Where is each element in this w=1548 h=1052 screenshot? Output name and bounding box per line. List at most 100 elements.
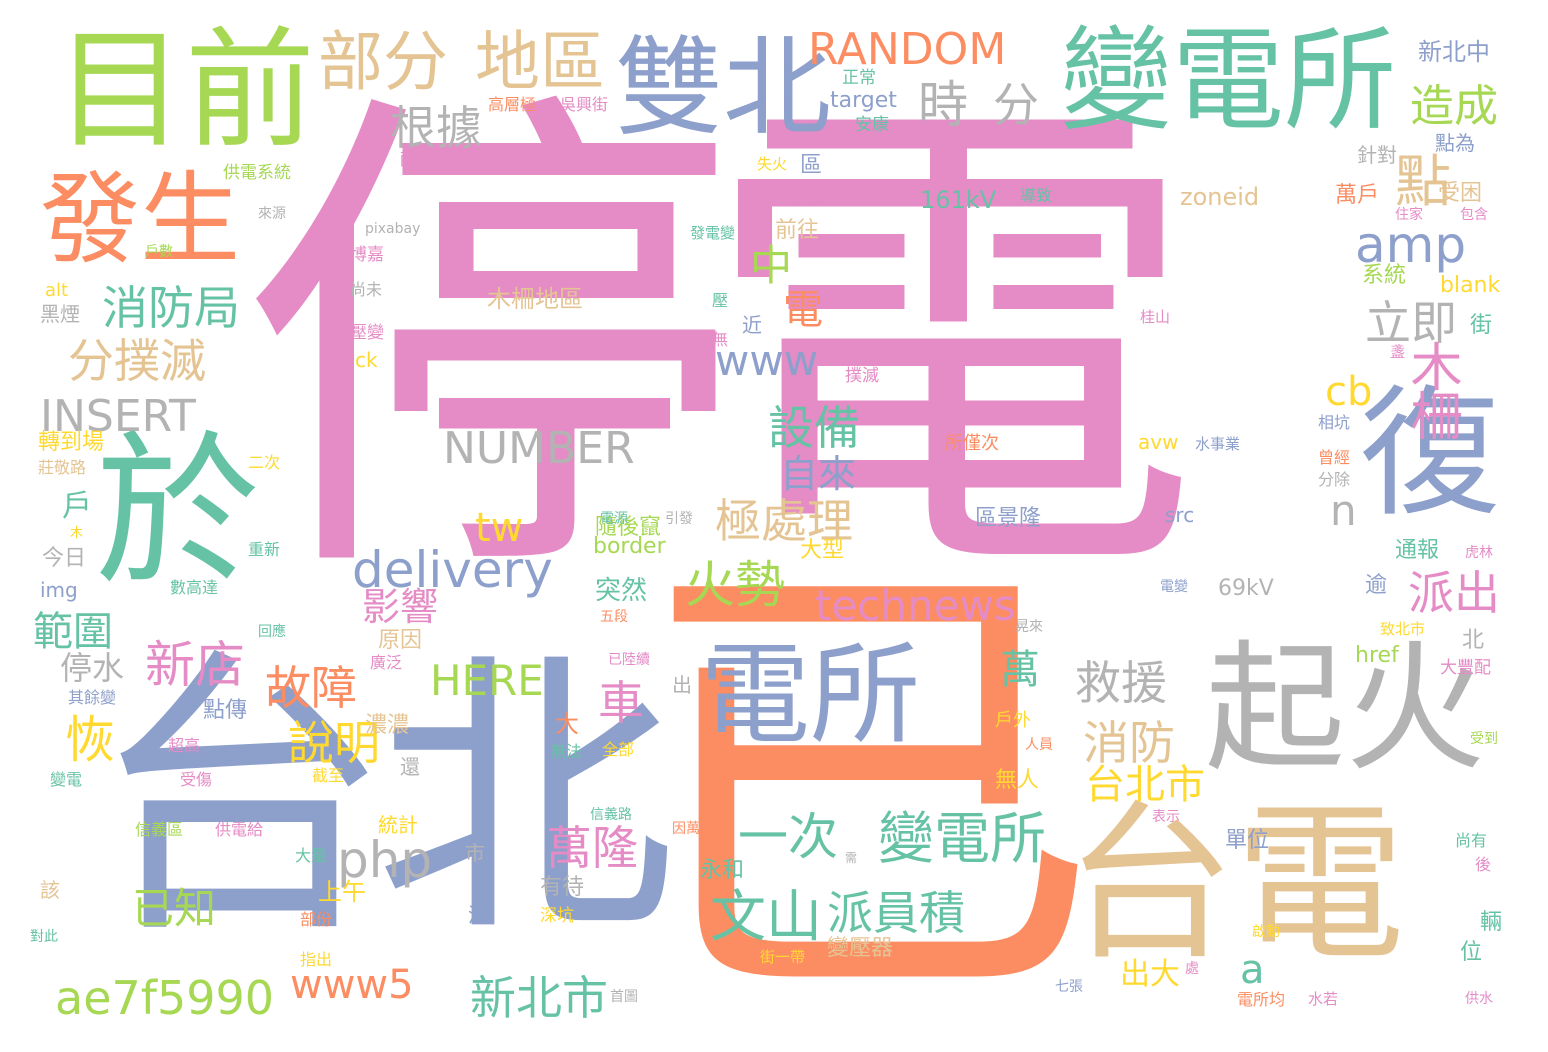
- word: 電: [783, 287, 823, 333]
- word: 變壓器: [827, 936, 894, 961]
- word: 廣泛: [370, 653, 403, 672]
- word: 派員積: [827, 886, 965, 940]
- word: 黑煙: [40, 302, 80, 326]
- word: 包含: [1460, 207, 1488, 223]
- word: cb: [1325, 369, 1373, 415]
- word: 新店: [145, 636, 245, 694]
- word: 重新: [248, 540, 281, 559]
- word: 二次: [248, 453, 281, 472]
- word: 超高: [168, 736, 201, 755]
- word: 萬隆: [546, 821, 638, 875]
- word: 濃濃: [365, 713, 410, 738]
- word: 截至: [312, 766, 345, 785]
- word: 吳興街: [560, 95, 609, 114]
- word: 供電系統: [223, 163, 291, 183]
- word: 派出: [1408, 566, 1500, 620]
- word: delivery: [352, 541, 553, 599]
- word: 台北市: [1085, 762, 1205, 808]
- word: 根據: [390, 101, 482, 155]
- word: 處: [1185, 961, 1199, 977]
- word: 自來: [780, 452, 857, 496]
- word: 電變: [1160, 579, 1188, 595]
- word: 對此: [30, 929, 58, 945]
- word: 桂山: [1140, 308, 1171, 326]
- word: www5: [290, 962, 414, 1008]
- word: 車: [598, 676, 644, 730]
- word: 啟動: [1252, 924, 1280, 940]
- word: 一次: [738, 808, 838, 866]
- word: 永和: [700, 858, 745, 883]
- word: 七張: [1055, 979, 1083, 995]
- word: alt: [45, 280, 69, 301]
- word: 來源: [258, 206, 286, 222]
- word: 電所: [700, 631, 920, 759]
- word: 無: [712, 330, 729, 349]
- word: 消防局: [102, 281, 240, 335]
- word: 設備: [768, 401, 860, 455]
- word: 回應: [258, 624, 286, 640]
- word: 安康: [855, 115, 889, 135]
- word: 正常: [842, 68, 876, 88]
- word: 故障: [265, 661, 357, 715]
- word: 有待: [540, 875, 585, 900]
- word: 電源: [600, 511, 628, 527]
- word: 信義區: [135, 820, 184, 839]
- word: 市: [465, 841, 485, 865]
- word: 分撲滅: [68, 334, 206, 388]
- word: 相坑: [1318, 413, 1351, 432]
- word: 虎林: [1465, 545, 1493, 561]
- word: 於: [95, 416, 260, 608]
- word: 清: [468, 903, 488, 927]
- word: 全部: [602, 740, 635, 759]
- word: 新北市: [470, 971, 608, 1025]
- word: 範圍: [33, 609, 113, 655]
- word: NUMBER: [443, 423, 635, 474]
- word: 區景隆: [975, 506, 1042, 531]
- word: 其餘變: [68, 688, 117, 707]
- word: 大: [555, 710, 579, 738]
- word: 復: [1360, 373, 1501, 536]
- word: 分除: [1318, 470, 1351, 489]
- word: 文山: [710, 885, 822, 950]
- word: 點: [1395, 150, 1451, 215]
- word: 大量: [295, 846, 328, 865]
- word: RANDOM: [808, 24, 1007, 75]
- word: 首圖: [610, 989, 638, 1005]
- word: 數高達: [170, 578, 219, 597]
- word: 高層極: [488, 95, 537, 114]
- word: www: [715, 336, 819, 385]
- word: 木: [70, 526, 84, 541]
- word: avw: [1138, 430, 1179, 454]
- word: 致北市: [1380, 620, 1426, 638]
- word: 已: [630, 516, 1100, 1052]
- word: 通報: [1395, 538, 1440, 563]
- word: 供電給: [215, 820, 264, 839]
- word: 撲滅: [845, 366, 879, 386]
- word: ae7f5990: [55, 971, 275, 1025]
- word: 已陸續: [608, 652, 650, 668]
- word: 尚未: [350, 280, 383, 299]
- word: 所僅次: [945, 433, 999, 454]
- word: 前往: [775, 218, 820, 243]
- word: 供水: [1465, 991, 1493, 1007]
- word: HERE: [430, 656, 544, 705]
- word: 變電所: [1060, 16, 1396, 146]
- word: 壓變: [350, 323, 384, 343]
- word: 系統: [1362, 263, 1407, 288]
- word: 深坑: [540, 906, 574, 926]
- word: blank: [1440, 273, 1501, 298]
- word: 突然: [595, 576, 648, 606]
- word: 輛: [1480, 910, 1503, 935]
- word: 立即: [1365, 296, 1457, 350]
- word: 水事業: [1195, 435, 1241, 453]
- word: 出: [672, 673, 692, 697]
- word: php: [337, 831, 433, 889]
- word: border: [593, 534, 666, 559]
- word: 還: [400, 755, 420, 779]
- word: 木柵: [1401, 340, 1461, 439]
- word: 住家: [1395, 207, 1423, 223]
- word: 部分: [318, 25, 449, 100]
- word: 起火: [1205, 628, 1486, 791]
- word: 街: [1470, 313, 1493, 338]
